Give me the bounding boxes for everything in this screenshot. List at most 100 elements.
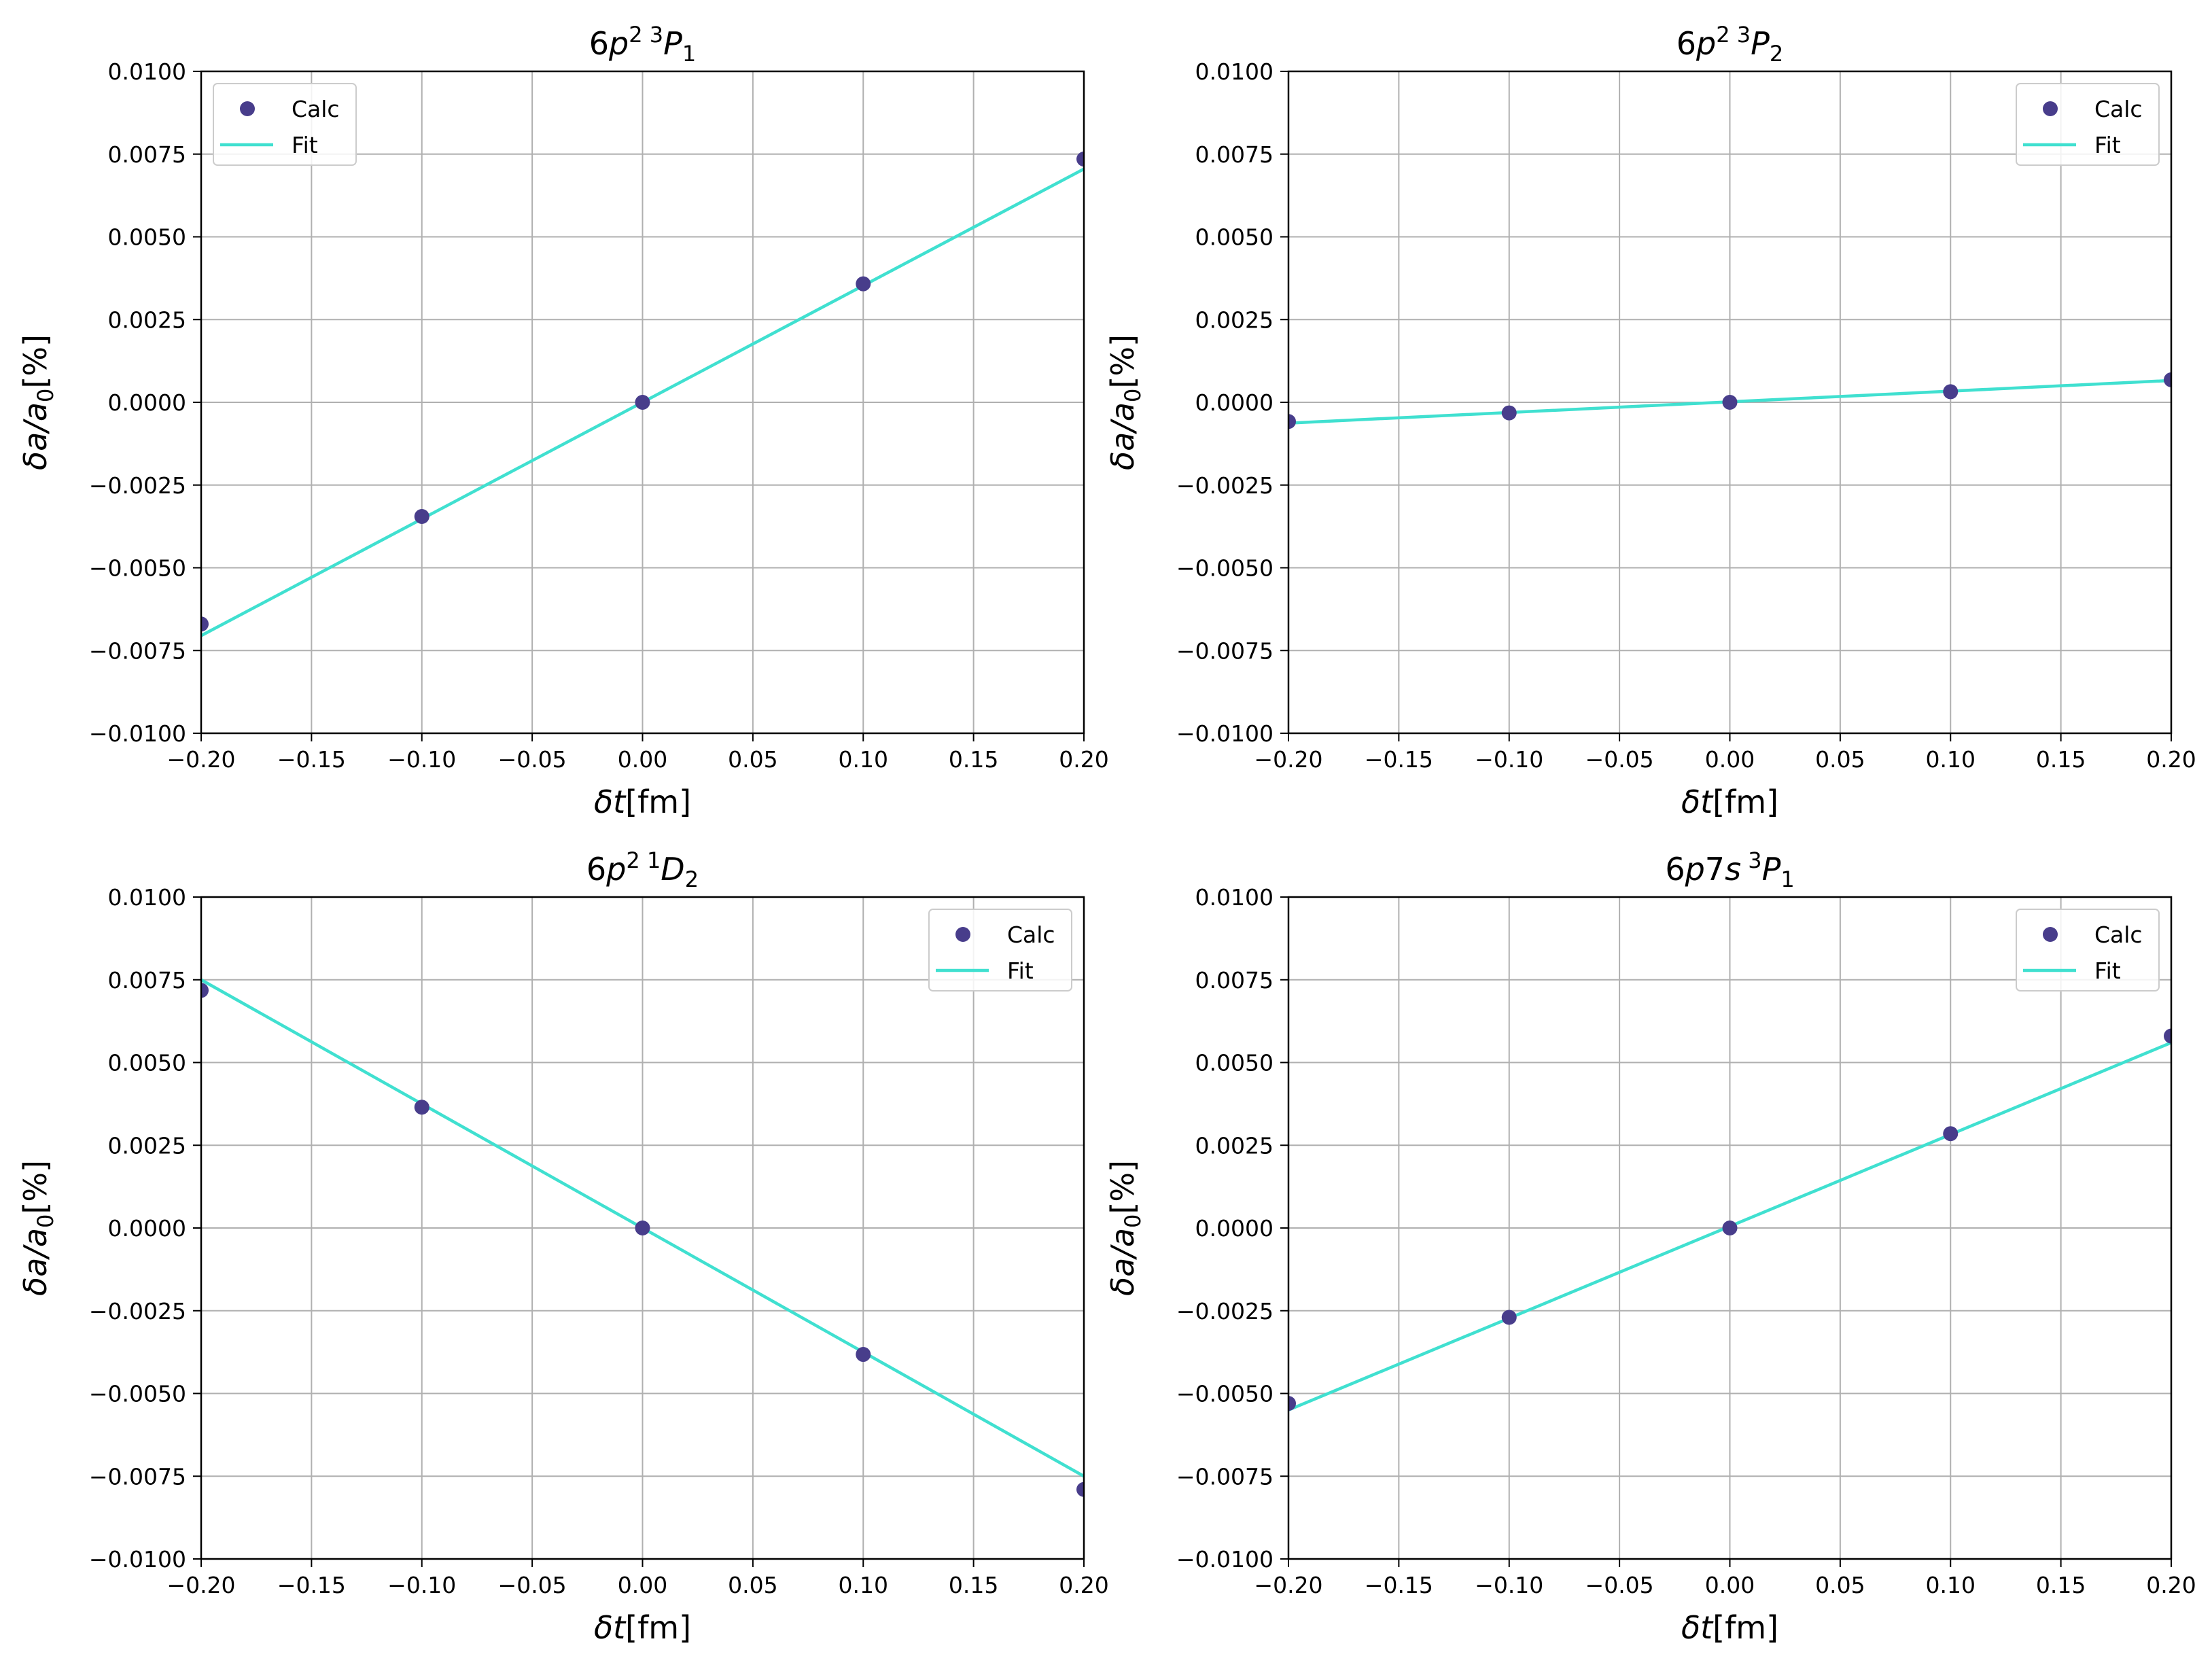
- y-tick-label: 0.0000: [108, 389, 186, 416]
- plot-area: [1288, 1028, 2171, 1411]
- x-tick-label: 0.20: [1059, 746, 1108, 773]
- legend: Calc Fit: [2016, 909, 2160, 992]
- calc-point: [856, 1347, 871, 1363]
- calc-point: [2164, 372, 2171, 387]
- chart-title: 6p2 3P2: [1676, 22, 1783, 67]
- x-tick-label: −0.10: [387, 746, 456, 773]
- legend-calc-marker: [2043, 927, 2058, 942]
- x-tick-label: −0.20: [166, 746, 235, 773]
- calc-point: [1288, 414, 1296, 429]
- x-tick-label: −0.20: [1254, 1572, 1322, 1598]
- x-tick-label: 0.15: [949, 746, 998, 773]
- x-tick-label: −0.15: [1365, 746, 1433, 773]
- y-tick-label: 0.0100: [108, 58, 186, 85]
- y-tick-label: 0.0050: [1195, 1050, 1274, 1076]
- x-tick-label: 0.05: [1815, 1572, 1865, 1598]
- legend-fit-label: Fit: [292, 132, 318, 158]
- chart-panel-3: −0.20 −0.15 −0.10 −0.05 0.00 0.05 0.10 0.15 0.20…: [17, 847, 1109, 1646]
- calc-point: [1501, 1310, 1517, 1325]
- x-tick-label: 0.20: [1059, 1572, 1108, 1598]
- y-tick-label: −0.0025: [1176, 472, 1274, 499]
- calc-point: [1076, 1481, 1084, 1497]
- y-tick-label: −0.0025: [1176, 1298, 1274, 1324]
- y-tick-label: −0.0050: [89, 1381, 186, 1407]
- calc-point: [856, 276, 871, 292]
- y-tick-label: −0.0025: [89, 1298, 186, 1324]
- x-tick-label: 0.15: [949, 1572, 998, 1598]
- y-tick-label: 0.0075: [1195, 141, 1274, 168]
- chart-panel-1: −0.20 −0.15 −0.10 −0.05 0.00 0.05 0.10 0.15 0.20…: [17, 22, 1109, 820]
- y-axis-label: δa/a0[%]: [17, 1160, 58, 1296]
- y-axis-label: δa/a0[%]: [1104, 1160, 1146, 1296]
- x-axis-label: δt[fm]: [1681, 784, 1778, 820]
- y-tick-label: 0.0025: [108, 306, 186, 333]
- x-tick-label: 0.05: [728, 746, 777, 773]
- y-tick-label: 0.0050: [108, 1050, 186, 1076]
- x-tick-label: 0.05: [1815, 746, 1865, 773]
- x-axis-label: δt[fm]: [594, 1609, 691, 1646]
- calc-point: [201, 616, 209, 632]
- x-tick-label: −0.05: [498, 746, 567, 773]
- calc-point: [201, 983, 209, 998]
- y-tick-label: 0.0075: [108, 141, 186, 168]
- legend-calc-label: Calc: [2094, 922, 2143, 948]
- y-tick-label: −0.0075: [89, 637, 186, 664]
- y-tick-label: 0.0050: [1195, 224, 1274, 251]
- legend-calc-marker: [2043, 101, 2058, 116]
- legend-calc-label: Calc: [292, 96, 340, 122]
- y-axis-label: δa/a0[%]: [1104, 334, 1146, 470]
- x-tick-label: −0.15: [277, 746, 346, 773]
- chart-title: 6p7s 3P1: [1665, 847, 1794, 892]
- x-tick-label: −0.20: [1254, 746, 1322, 773]
- y-tick-label: 0.0025: [1195, 306, 1274, 333]
- legend-fit-label: Fit: [2094, 132, 2121, 158]
- y-tick-label: −0.0100: [89, 1546, 186, 1573]
- calc-point: [1501, 405, 1517, 421]
- x-tick-label: −0.10: [387, 1572, 456, 1598]
- calc-point: [414, 509, 429, 525]
- y-tick-label: −0.0050: [89, 555, 186, 582]
- y-tick-label: −0.0075: [1176, 637, 1274, 664]
- calc-point: [1943, 384, 1959, 400]
- y-tick-label: 0.0075: [1195, 967, 1274, 994]
- y-tick-label: 0.0025: [108, 1132, 186, 1159]
- x-tick-label: 0.00: [618, 746, 667, 773]
- y-tick-label: 0.0000: [1195, 1215, 1274, 1242]
- y-tick-label: 0.0100: [1195, 58, 1274, 85]
- chart-panel-4: −0.20 −0.15 −0.10 −0.05 0.00 0.05 0.10 0.15 0.20…: [1104, 847, 2196, 1646]
- y-tick-label: 0.0075: [108, 967, 186, 994]
- calc-point: [1722, 1221, 1738, 1235]
- calc-point: [1722, 395, 1738, 410]
- x-tick-label: 0.10: [1926, 1572, 1976, 1598]
- y-tick-label: 0.0100: [108, 884, 186, 911]
- calc-point: [635, 1221, 650, 1235]
- x-tick-label: −0.15: [1365, 1572, 1433, 1598]
- x-tick-label: 0.15: [2036, 1572, 2086, 1598]
- x-tick-label: 0.00: [618, 1572, 667, 1598]
- x-tick-label: −0.05: [1585, 746, 1654, 773]
- legend: Calc Fit: [213, 83, 357, 166]
- plot-area: [201, 978, 1084, 1497]
- x-tick-label: −0.05: [498, 1572, 567, 1598]
- plot-area: [201, 152, 1084, 637]
- x-tick-label: 0.10: [839, 1572, 888, 1598]
- plot-area: [1288, 372, 2171, 429]
- y-tick-label: −0.0025: [89, 472, 186, 499]
- x-tick-label: 0.05: [728, 1572, 777, 1598]
- y-tick-label: −0.0050: [1176, 555, 1274, 582]
- x-tick-label: 0.20: [2146, 1572, 2196, 1598]
- legend-calc-marker: [240, 101, 255, 116]
- legend: Calc Fit: [2016, 83, 2160, 166]
- y-tick-label: 0.0100: [1195, 884, 1274, 911]
- y-tick-label: 0.0000: [108, 1215, 186, 1242]
- x-tick-label: 0.20: [2146, 746, 2196, 773]
- x-tick-label: −0.05: [1585, 1572, 1654, 1598]
- x-tick-label: −0.20: [166, 1572, 235, 1598]
- x-tick-label: 0.00: [1705, 746, 1755, 773]
- y-tick-label: 0.0025: [1195, 1132, 1274, 1159]
- calc-point: [1288, 1396, 1296, 1411]
- y-tick-label: −0.0075: [89, 1463, 186, 1490]
- legend-calc-marker: [955, 927, 970, 942]
- legend-calc-label: Calc: [2094, 96, 2143, 122]
- x-axis-label: δt[fm]: [594, 784, 691, 820]
